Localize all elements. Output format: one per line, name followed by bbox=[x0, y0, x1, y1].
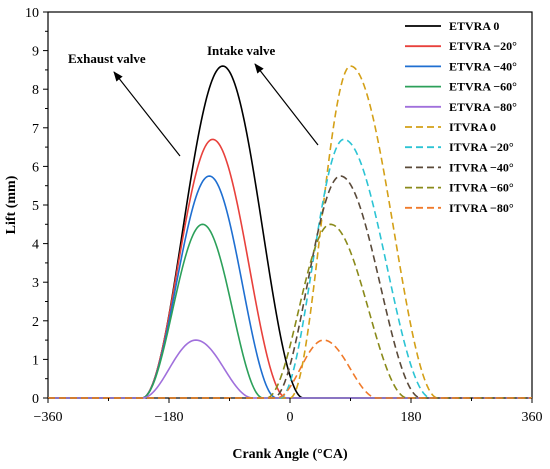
x-tick-label: 0 bbox=[287, 410, 294, 425]
y-tick-label: 7 bbox=[32, 122, 39, 137]
y-tick-label: 8 bbox=[32, 83, 39, 98]
axes: −360 −180 0 180 360 0 1 2 3 4 5 6 7 8 9 10 bbox=[25, 6, 543, 425]
series-line-5 bbox=[48, 339, 532, 399]
series-line-9 bbox=[48, 223, 532, 399]
annotation-arrow bbox=[254, 63, 319, 146]
legend-label: ETVRA −40° bbox=[449, 59, 517, 73]
annotation-arrow bbox=[113, 71, 181, 157]
legend-label: ITVRA 0 bbox=[449, 120, 496, 134]
legend-label: ITVRA −80° bbox=[449, 201, 514, 215]
x-tick-label: 180 bbox=[401, 410, 422, 425]
legend-label: ITVRA −40° bbox=[449, 160, 514, 174]
x-axis-title: Crank Angle (°CA) bbox=[232, 447, 348, 462]
annotation-label: Intake valve bbox=[207, 43, 275, 58]
y-tick-label: 1 bbox=[32, 353, 39, 368]
legend-label: ETVRA −20° bbox=[449, 39, 517, 53]
y-tick-label: 9 bbox=[32, 45, 39, 60]
annotations: Exhaust valve Intake valve bbox=[68, 43, 319, 157]
annotation-label: Exhaust valve bbox=[68, 51, 146, 66]
x-tick-label: −180 bbox=[155, 410, 184, 425]
y-tick-label: 5 bbox=[32, 199, 39, 214]
y-tick-label: 10 bbox=[25, 6, 39, 21]
y-axis-title: Lift (mm) bbox=[4, 175, 19, 234]
legend: ETVRA 0 ETVRA −20° ETVRA −40° ETVRA −60° ETV… bbox=[405, 19, 517, 215]
y-tick-label: 0 bbox=[32, 392, 39, 407]
y-tick-label: 2 bbox=[32, 315, 39, 330]
legend-label: ETVRA −80° bbox=[449, 100, 517, 114]
series-line-2 bbox=[48, 138, 532, 399]
series-line-10 bbox=[48, 339, 532, 399]
x-tick-label: 360 bbox=[522, 410, 543, 425]
legend-label: ETVRA 0 bbox=[449, 19, 499, 33]
series-line-4 bbox=[48, 223, 532, 399]
legend-label: ETVRA −60° bbox=[449, 80, 517, 94]
legend-label: ITVRA −20° bbox=[449, 140, 514, 154]
legend-label: ITVRA −60° bbox=[449, 181, 514, 195]
y-tick-label: 6 bbox=[32, 160, 39, 175]
series-line-7 bbox=[48, 138, 532, 399]
x-tick-label: −360 bbox=[34, 410, 63, 425]
y-tick-label: 4 bbox=[32, 238, 39, 253]
y-tick-label: 3 bbox=[32, 276, 39, 291]
series-lines bbox=[48, 65, 532, 399]
